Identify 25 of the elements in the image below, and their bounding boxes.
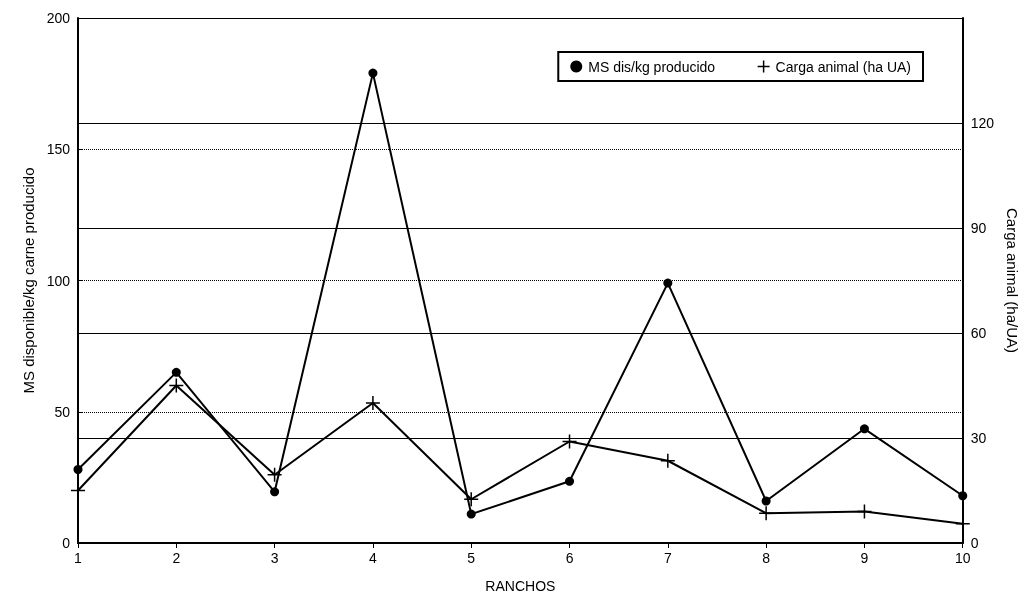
y2-tick-label: 90 — [970, 220, 987, 236]
x-tick-label: 6 — [565, 550, 574, 566]
x-axis-title: RANCHOS — [485, 578, 556, 594]
x-tick-label: 2 — [172, 550, 181, 566]
x-tick-label: 5 — [467, 550, 476, 566]
y2-tick-label: 120 — [970, 115, 995, 131]
legend-label: MS dis/kg producido — [588, 58, 716, 75]
y-tick-label: 150 — [46, 141, 71, 158]
y2-axis-title: Carga animal (ha/UA) — [1004, 207, 1021, 354]
x-tick-label: 10 — [954, 550, 971, 566]
y-axis-title: MS disponible/kg carne producido — [19, 167, 37, 394]
y-tick-label: 0 — [62, 535, 71, 551]
y2-tick-label: 60 — [970, 325, 987, 341]
legend-label: Carga animal (ha UA) — [775, 58, 911, 75]
x-tick-label: 4 — [369, 550, 378, 566]
x-tick-label: 9 — [860, 550, 869, 566]
y-tick-label: 200 — [46, 10, 71, 26]
y-tick-label: 50 — [54, 403, 71, 420]
y2-tick-label: 30 — [970, 430, 987, 446]
y-tick-label: 100 — [46, 272, 71, 289]
x-tick-label: 1 — [74, 550, 83, 566]
x-tick-label: 8 — [762, 550, 771, 566]
x-tick-label: 3 — [270, 550, 279, 566]
x-tick-label: 7 — [663, 550, 672, 566]
y2-tick-label: 0 — [970, 535, 979, 551]
